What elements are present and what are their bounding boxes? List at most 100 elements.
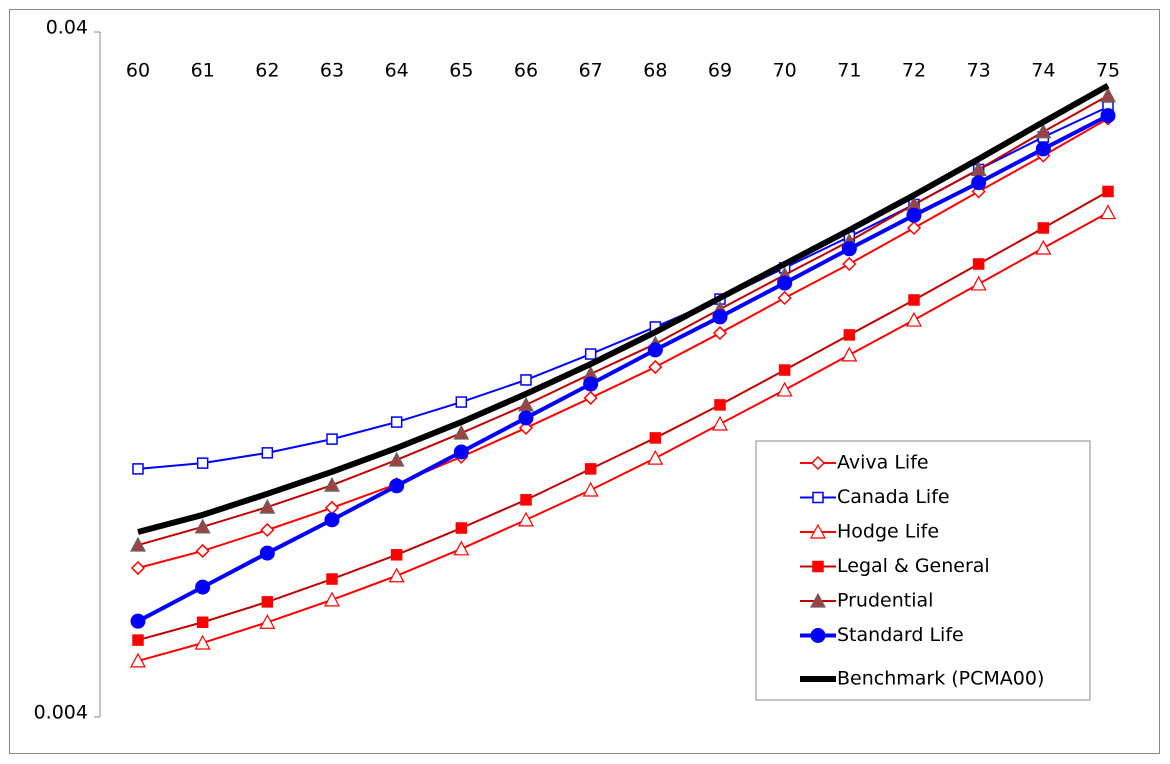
data-point: [453, 424, 470, 440]
legend-label: Hodge Life: [837, 521, 939, 543]
data-point: [584, 463, 597, 475]
legend-marker: [809, 592, 827, 608]
data-point: [908, 294, 920, 306]
legend-marker: [810, 628, 826, 643]
data-point: [1037, 222, 1050, 234]
x-tick-label: 74: [1031, 60, 1055, 82]
data-point: [261, 596, 274, 608]
data-point: [455, 522, 468, 534]
data-point: [841, 241, 857, 257]
data-point: [194, 518, 211, 534]
data-point: [582, 481, 599, 497]
data-point: [389, 478, 405, 494]
data-point: [906, 207, 922, 223]
data-point: [323, 591, 341, 607]
data-point: [584, 348, 597, 360]
data-point: [130, 560, 146, 576]
legend-label: Legal & General: [837, 555, 990, 577]
data-point: [970, 275, 987, 291]
data-point: [259, 545, 275, 561]
data-point: [649, 432, 662, 444]
data-point: [906, 220, 922, 236]
x-tick-label: 67: [579, 60, 603, 82]
legend-marker: [809, 523, 827, 539]
data-point: [647, 449, 664, 465]
y-tick-label: 0.004: [34, 702, 88, 724]
series-line: [137, 94, 1109, 547]
data-point: [388, 567, 405, 583]
data-point: [972, 258, 985, 270]
series-line: [137, 83, 1110, 535]
x-tick-label: 69: [708, 60, 732, 82]
data-point: [390, 416, 403, 428]
data-point: [520, 494, 532, 506]
data-point: [778, 364, 791, 376]
legend-label: Benchmark (PCMA00): [837, 668, 1044, 690]
data-point: [129, 536, 147, 552]
x-tick-label: 66: [514, 60, 538, 82]
data-point: [195, 579, 211, 595]
data-point: [388, 451, 405, 467]
legend-label: Prudential: [837, 590, 933, 612]
series-line: [137, 190, 1109, 642]
data-point: [196, 457, 209, 469]
series-line: [137, 117, 1109, 569]
data-point: [518, 420, 534, 435]
data-point: [129, 652, 147, 668]
data-point: [712, 325, 728, 341]
x-tick-label: 71: [837, 60, 861, 82]
legend-marker: [810, 455, 826, 471]
data-point: [453, 444, 469, 460]
x-tick-label: 75: [1096, 60, 1120, 82]
data-point: [194, 634, 211, 650]
x-tick-label: 61: [191, 60, 215, 82]
x-tick-label: 62: [255, 60, 279, 82]
x-tick-label: 65: [449, 60, 473, 82]
data-point: [453, 540, 470, 556]
data-point: [455, 396, 468, 408]
data-point: [517, 511, 535, 527]
data-point: [259, 498, 276, 514]
data-point: [520, 374, 532, 386]
x-tick-label: 70: [773, 60, 797, 82]
x-tick-label: 73: [967, 60, 991, 82]
data-point: [712, 309, 728, 325]
series-line: [137, 113, 1109, 623]
data-point: [1102, 185, 1114, 198]
data-point: [1099, 204, 1117, 220]
data-point: [777, 290, 792, 306]
data-point: [777, 275, 793, 291]
legend-label: Canada Life: [837, 486, 950, 508]
data-point: [711, 415, 729, 431]
legend: [755, 440, 1091, 701]
data-point: [132, 634, 144, 646]
data-point: [1035, 141, 1051, 157]
data-point: [260, 522, 275, 538]
legend-label: Aviva Life: [837, 452, 929, 474]
data-point: [971, 175, 987, 191]
series-line: [137, 211, 1109, 662]
data-point: [843, 329, 856, 341]
data-point: [323, 476, 341, 492]
data-point: [195, 543, 210, 559]
y-tick-label: 0.04: [46, 17, 88, 39]
data-point: [1035, 239, 1052, 255]
data-point: [518, 410, 534, 426]
data-point: [842, 256, 857, 272]
data-point: [583, 390, 598, 406]
data-point: [647, 342, 663, 358]
legend-marker: [812, 491, 824, 504]
data-point: [261, 447, 274, 459]
data-point: [324, 512, 340, 528]
data-point: [130, 613, 146, 629]
x-tick-label: 63: [320, 60, 344, 82]
data-point: [714, 399, 726, 411]
data-point: [132, 463, 144, 475]
data-point: [1035, 123, 1052, 139]
data-point: [583, 376, 599, 392]
data-point: [905, 311, 923, 327]
data-point: [326, 573, 338, 585]
data-point: [1100, 108, 1116, 124]
x-tick-label: 64: [385, 60, 409, 82]
